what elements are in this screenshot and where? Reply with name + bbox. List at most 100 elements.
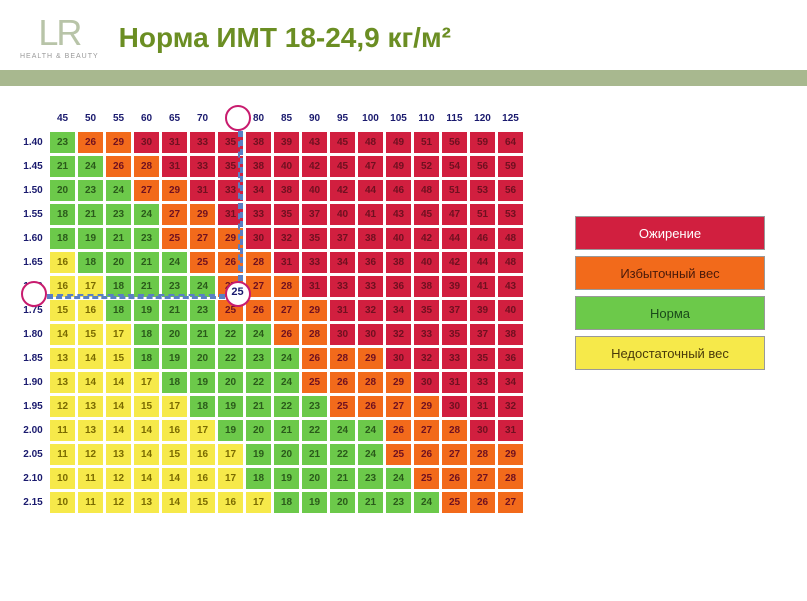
bmi-cell: 35 [413, 299, 440, 322]
height-label: 2.05 [21, 443, 48, 466]
bmi-cell: 42 [329, 179, 356, 202]
height-label: 1.80 [21, 323, 48, 346]
weight-header: 50 [77, 107, 104, 130]
bmi-cell: 43 [301, 131, 328, 154]
bmi-cell: 33 [301, 251, 328, 274]
bmi-cell: 26 [301, 347, 328, 370]
bmi-cell: 30 [245, 227, 272, 250]
bmi-cell: 18 [161, 371, 188, 394]
bmi-cell: 38 [245, 155, 272, 178]
bmi-cell: 16 [49, 275, 76, 298]
bmi-cell: 15 [161, 443, 188, 466]
bmi-cell: 17 [217, 467, 244, 490]
bmi-cell: 22 [329, 443, 356, 466]
bmi-cell: 25 [217, 299, 244, 322]
bmi-cell: 18 [49, 203, 76, 226]
bmi-cell: 17 [217, 443, 244, 466]
bmi-cell: 16 [77, 299, 104, 322]
bmi-cell: 19 [77, 227, 104, 250]
page-title: Норма ИМТ 18-24,9 кг/м² [119, 22, 451, 54]
bmi-cell: 32 [413, 347, 440, 370]
bmi-cell: 12 [49, 395, 76, 418]
height-label: 1.50 [21, 179, 48, 202]
bmi-cell: 34 [497, 371, 524, 394]
weight-header: 75 [217, 107, 244, 130]
bmi-cell: 21 [133, 275, 160, 298]
bmi-cell: 12 [77, 443, 104, 466]
bmi-cell: 33 [413, 323, 440, 346]
legend-item: Недостаточный вес [575, 336, 765, 370]
bmi-cell: 53 [497, 203, 524, 226]
bmi-cell: 27 [273, 299, 300, 322]
bmi-cell: 20 [301, 467, 328, 490]
bmi-cell: 26 [413, 443, 440, 466]
bmi-cell: 15 [133, 395, 160, 418]
height-label: 1.90 [21, 371, 48, 394]
height-label: 1.85 [21, 347, 48, 370]
weight-header: 85 [273, 107, 300, 130]
bmi-cell: 19 [245, 443, 272, 466]
bmi-cell: 23 [301, 395, 328, 418]
bmi-cell: 17 [77, 275, 104, 298]
bmi-cell: 21 [357, 491, 384, 514]
bmi-cell: 21 [273, 419, 300, 442]
bmi-cell: 25 [301, 371, 328, 394]
bmi-cell: 21 [189, 323, 216, 346]
bmi-cell: 48 [497, 227, 524, 250]
bmi-cell: 33 [189, 131, 216, 154]
bmi-cell: 34 [385, 299, 412, 322]
bmi-cell: 21 [301, 443, 328, 466]
bmi-cell: 16 [217, 491, 244, 514]
bmi-cell: 28 [301, 323, 328, 346]
bmi-cell: 29 [413, 395, 440, 418]
bmi-cell: 42 [413, 227, 440, 250]
bmi-cell: 26 [469, 491, 496, 514]
weight-header: 80 [245, 107, 272, 130]
bmi-cell: 41 [357, 203, 384, 226]
bmi-cell: 16 [49, 251, 76, 274]
weight-header: 65 [161, 107, 188, 130]
bmi-cell: 20 [105, 251, 132, 274]
height-label: 1.75 [21, 299, 48, 322]
bmi-cell: 35 [217, 155, 244, 178]
bmi-cell: 19 [273, 467, 300, 490]
bmi-cell: 33 [189, 155, 216, 178]
bmi-cell: 14 [105, 395, 132, 418]
bmi-cell: 13 [49, 347, 76, 370]
weight-header: 70 [189, 107, 216, 130]
bmi-cell: 23 [49, 131, 76, 154]
bmi-cell: 46 [385, 179, 412, 202]
bmi-cell: 39 [273, 131, 300, 154]
bmi-cell: 21 [77, 203, 104, 226]
bmi-cell: 30 [469, 419, 496, 442]
bmi-cell: 31 [497, 419, 524, 442]
bmi-cell: 25 [441, 491, 468, 514]
bmi-cell: 15 [49, 299, 76, 322]
bmi-cell: 17 [189, 419, 216, 442]
bmi-cell: 19 [301, 491, 328, 514]
bmi-cell: 51 [441, 179, 468, 202]
bmi-cell: 20 [49, 179, 76, 202]
bmi-cell: 37 [329, 227, 356, 250]
bmi-cell: 35 [301, 227, 328, 250]
bmi-cell: 22 [245, 371, 272, 394]
bmi-cell: 18 [77, 251, 104, 274]
bmi-cell: 48 [497, 251, 524, 274]
divider-bar [0, 70, 807, 86]
bmi-cell: 17 [161, 395, 188, 418]
weight-header: 120 [469, 107, 496, 130]
bmi-cell: 33 [357, 275, 384, 298]
bmi-cell: 25 [329, 395, 356, 418]
bmi-cell: 31 [217, 203, 244, 226]
height-label: 1.95 [21, 395, 48, 418]
bmi-cell: 10 [49, 467, 76, 490]
bmi-cell: 11 [77, 491, 104, 514]
bmi-cell: 40 [385, 227, 412, 250]
bmi-cell: 26 [273, 323, 300, 346]
bmi-cell: 59 [497, 155, 524, 178]
bmi-cell: 29 [357, 347, 384, 370]
bmi-cell: 13 [77, 419, 104, 442]
bmi-cell: 42 [301, 155, 328, 178]
legend-item: Избыточный вес [575, 256, 765, 290]
bmi-cell: 25 [385, 443, 412, 466]
